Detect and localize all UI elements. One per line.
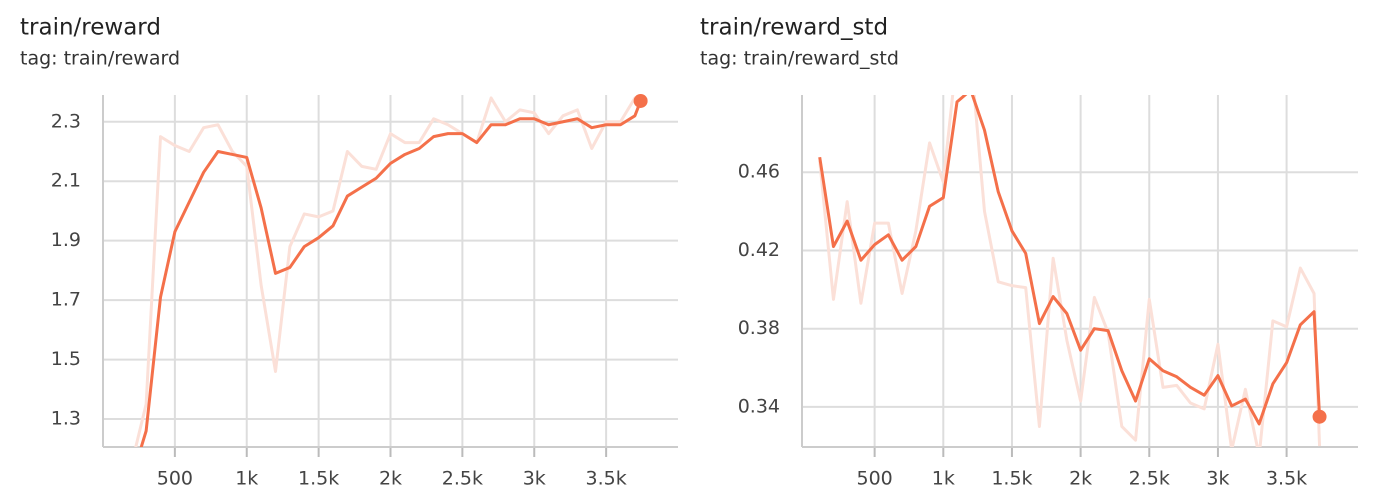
- chart-subtitle: tag: train/reward: [20, 48, 180, 70]
- chart-title: train/reward_std: [700, 15, 888, 41]
- last-point: [633, 93, 648, 108]
- chart-title: train/reward: [20, 15, 161, 41]
- y-tick-label: 2.3: [51, 110, 81, 132]
- y-tick-label: 1.9: [51, 229, 81, 251]
- chart-subtitle: tag: train/reward_std: [700, 48, 899, 70]
- y-tick-label: 0.34: [738, 395, 780, 417]
- plot-area: [818, 95, 1322, 447]
- y-tick-label: 1.7: [51, 289, 81, 311]
- x-tick-label: 2.5k: [1129, 468, 1170, 490]
- y-tick-label: 1.5: [51, 348, 81, 370]
- x-tick-label: 500: [157, 468, 193, 490]
- x-tick-label: 2k: [1069, 468, 1092, 490]
- y-tick-label: 1.3: [51, 408, 81, 430]
- x-tick-label: 1k: [932, 468, 955, 490]
- last-point: [1312, 409, 1327, 424]
- x-tick-label: 3k: [523, 468, 546, 490]
- x-tick-label: 1.5k: [991, 468, 1032, 490]
- series-line: [818, 95, 1322, 447]
- y-tick-label: 0.38: [738, 317, 780, 339]
- y-tick-label: 0.42: [738, 239, 780, 261]
- series-line: [139, 100, 643, 447]
- x-tick-label: 1k: [235, 468, 258, 490]
- x-tick-label: 1.5k: [298, 468, 339, 490]
- x-tick-label: 2k: [379, 468, 402, 490]
- series-line: [818, 95, 1322, 426]
- y-tick-label: 0.46: [738, 161, 780, 183]
- plot-area: [134, 96, 643, 447]
- x-tick-label: 3.5k: [1266, 468, 1307, 490]
- y-tick-label: 2.1: [51, 170, 81, 192]
- x-tick-label: 2.5k: [442, 468, 483, 490]
- x-tick-label: 3k: [1206, 468, 1229, 490]
- series-line: [134, 96, 642, 447]
- x-tick-label: 500: [857, 468, 893, 490]
- x-tick-label: 3.5k: [586, 468, 627, 490]
